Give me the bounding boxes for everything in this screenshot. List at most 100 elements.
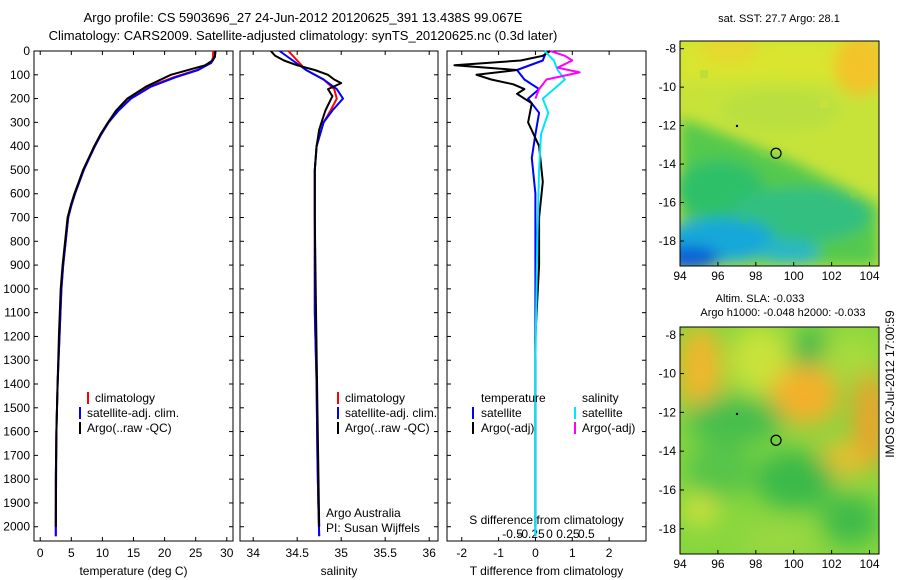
map-y-tick-label: -14 <box>659 157 677 171</box>
x-tick-label: 35 <box>335 546 349 560</box>
x-tick-label: 1 <box>569 546 576 560</box>
x-tick-label: 34.5 <box>286 546 310 560</box>
series-line-argo-raw-qc- <box>270 50 343 527</box>
legend-label-satellite: satellite-adj. clim. <box>87 406 179 420</box>
sst-field <box>680 41 879 266</box>
sla-map-axes: 94 96 98 100 102 104 -8 -10 -12 -14 -16 -18 <box>659 328 880 571</box>
legend-label-satellite: satellite-adj. clim. <box>345 406 437 420</box>
x-tick-label: 0 <box>37 546 44 560</box>
map-x-tick-label: 98 <box>749 269 763 283</box>
series-line-salinity-argo-adj- <box>534 50 581 99</box>
map-x-tick-label: 100 <box>784 269 804 283</box>
salinity-legend: climatology satellite-adj. clim. Argo(..… <box>326 391 437 535</box>
legend-label-argo: Argo(..raw -QC) <box>345 421 430 435</box>
map-x-tick-label: 104 <box>860 557 880 571</box>
salinity-panel: 34 34.5 35 35.5 36 salinity <box>239 50 439 578</box>
legend-label-climatology: climatology <box>95 391 155 405</box>
y-tick-label: 600 <box>10 187 30 201</box>
sst-map-axes: 94 96 98 100 102 104 -8 -10 -12 -14 -16 -18 <box>659 42 880 283</box>
sst-minor-marker <box>735 124 739 128</box>
y-tick-label: 1100 <box>4 306 30 320</box>
y-tick-label: 2000 <box>3 520 30 534</box>
x-tick-label: 34 <box>247 546 261 560</box>
annotation-argo-australia: Argo Australia <box>326 506 401 520</box>
y-tick-label: 1200 <box>3 329 30 343</box>
sst-map: sat. SST: 27.7 Argo: 28.1 <box>659 13 880 283</box>
x-tick-label: 2 <box>606 546 613 560</box>
y-tick-label: 1500 <box>3 401 30 415</box>
map-x-tick-label: 94 <box>673 269 687 283</box>
y-tick-label: 1300 <box>3 353 30 367</box>
imos-timestamp: IMOS 02-Jul-2012 17:00:59 <box>883 310 897 458</box>
map-y-tick-label: -8 <box>665 328 676 342</box>
y-tick-label: 400 <box>10 139 30 153</box>
annotation-pi-name: PI: Susan Wijffels <box>326 521 420 535</box>
y-tick-label: 100 <box>10 68 30 82</box>
sla-field <box>680 327 879 554</box>
legend-label-s-satellite: satellite <box>582 406 623 420</box>
map-x-tick-label: 96 <box>711 557 725 571</box>
s-tick-label: 0 <box>546 527 553 541</box>
x-tick-label: 15 <box>127 546 141 560</box>
s-tick-label: -0.5 <box>502 527 523 541</box>
map-x-tick-label: 94 <box>673 557 687 571</box>
map-x-tick-label: 96 <box>711 269 725 283</box>
y-tick-label: 1600 <box>3 425 30 439</box>
map-x-tick-label: 104 <box>860 269 880 283</box>
legend-heading-temperature: temperature <box>481 391 546 405</box>
map-x-tick-label: 100 <box>784 557 804 571</box>
y-tick-label: 900 <box>10 258 30 272</box>
plot-frame <box>33 50 234 542</box>
s-tick-label: 0.25 <box>556 527 580 541</box>
x-tick-label: 20 <box>158 546 172 560</box>
y-tick-label: 300 <box>10 115 30 129</box>
legend-label-t-argo: Argo(-adj) <box>481 421 534 435</box>
title-line-1: Argo profile: CS 5903696_27 24-Jun-2012 … <box>84 10 523 25</box>
series-line-temperature-argo-adj- <box>453 50 551 527</box>
sla-minor-marker <box>735 412 739 416</box>
x-axis-label: temperature (deg C) <box>79 564 187 578</box>
y-tick-label: 1700 <box>3 448 30 462</box>
sla-map-title-1: Altim. SLA: -0.033 <box>716 293 805 305</box>
s-axis-label: S difference from climatology <box>469 513 624 527</box>
map-y-tick-label: -12 <box>659 119 677 133</box>
x-tick-label: 35.5 <box>374 546 398 560</box>
y-tick-label: 1400 <box>3 377 30 391</box>
y-tick-label: 200 <box>10 92 30 106</box>
y-tick-label: 1900 <box>3 496 30 510</box>
map-y-tick-label: -18 <box>659 234 677 248</box>
map-y-tick-label: -14 <box>659 444 677 458</box>
x-axis-label: T difference from climatology <box>470 564 624 578</box>
plot-frame <box>239 50 439 542</box>
map-x-tick-label: 98 <box>749 557 763 571</box>
x-tick-label: 0 <box>532 546 539 560</box>
map-y-tick-label: -10 <box>659 80 677 94</box>
y-tick-label: 1000 <box>3 282 30 296</box>
legend-heading-salinity: salinity <box>582 391 619 405</box>
x-tick-label: 36 <box>423 546 437 560</box>
legend-label-climatology: climatology <box>345 391 405 405</box>
legend-label-s-argo: Argo(-adj) <box>582 421 635 435</box>
s-tick-label: -0.25 <box>517 527 545 541</box>
map-y-tick-label: -10 <box>659 367 677 381</box>
difference-panel: -2 -1 0 1 2-0.5-0.25 0 0.250.5S difference fro… <box>446 50 647 578</box>
map-y-tick-label: -16 <box>659 483 677 497</box>
sla-argo-marker <box>770 434 782 446</box>
temperature-panel: 0100200300400500600700800900100011001200… <box>3 44 233 578</box>
sst-map-title: sat. SST: 27.7 Argo: 28.1 <box>718 13 840 25</box>
map-x-tick-label: 102 <box>822 557 842 571</box>
y-tick-label: 500 <box>10 163 30 177</box>
x-tick-label: 10 <box>96 546 110 560</box>
map-y-tick-label: -18 <box>659 522 677 536</box>
sla-map-frame <box>679 326 880 555</box>
map-x-tick-label: 102 <box>822 269 842 283</box>
y-tick-label: 0 <box>23 44 30 58</box>
series-line-argo-raw-qc- <box>54 50 217 527</box>
sst-map-frame <box>679 40 880 267</box>
plot-frame <box>446 50 647 542</box>
y-tick-label: 1800 <box>3 472 30 486</box>
s-tick-label: 0.5 <box>578 527 595 541</box>
temperature-legend: climatology satellite-adj. clim. Argo(..… <box>79 391 179 435</box>
sla-map: Altim. SLA: -0.033 Argo h1000: -0.048 h2… <box>659 293 880 571</box>
